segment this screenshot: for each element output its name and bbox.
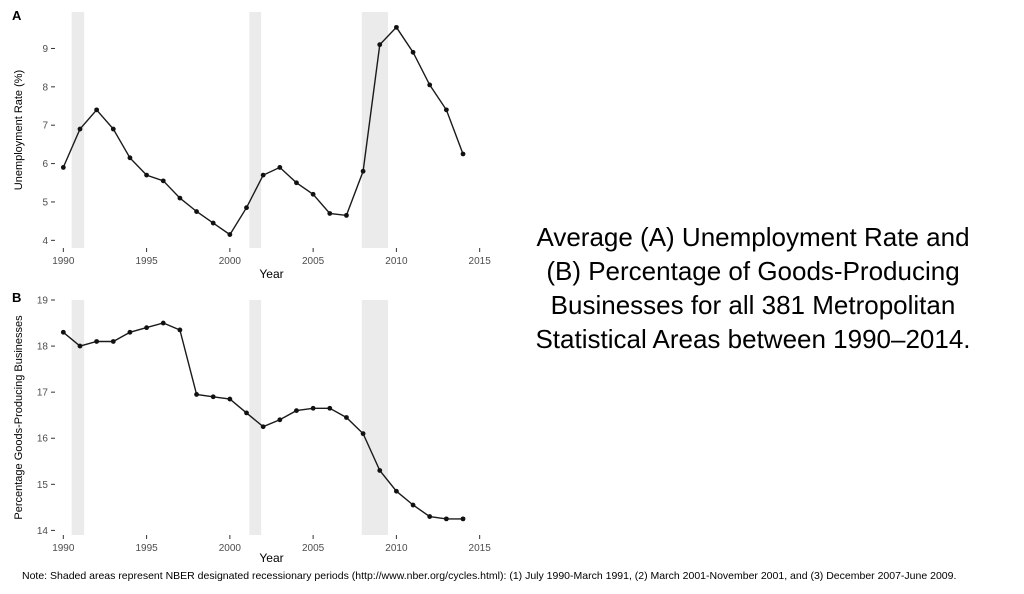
footnote: Note: Shaded areas represent NBER design…: [22, 570, 957, 582]
data-point: [427, 82, 433, 88]
data-point: [144, 172, 149, 178]
x-tick-label: 2000: [219, 543, 242, 554]
data-point: [294, 408, 299, 413]
x-axis-title: Year: [259, 267, 283, 281]
y-tick-label: 17: [37, 388, 49, 399]
data-point: [310, 191, 316, 197]
data-point: [277, 417, 283, 423]
caption-line: Statistical Areas between 1990–2014.: [535, 324, 971, 354]
data-point: [394, 488, 399, 494]
data-point: [410, 49, 416, 55]
data-point: [344, 212, 349, 218]
data-point: [460, 151, 466, 157]
y-tick-label: 19: [37, 296, 49, 307]
x-tick-label: 2005: [302, 256, 325, 267]
x-tick-label: 2015: [469, 256, 492, 267]
data-point: [227, 396, 233, 402]
caption-line: (B) Percentage of Goods-Producing: [546, 256, 960, 286]
recession-band: [249, 300, 262, 535]
data-point: [460, 516, 466, 522]
data-point: [394, 24, 399, 30]
x-tick-label: 1990: [52, 256, 75, 267]
data-point: [77, 126, 83, 132]
x-tick-label: 1995: [135, 256, 158, 267]
data-point: [327, 211, 333, 216]
data-point: [327, 405, 333, 411]
data-point: [94, 107, 100, 113]
panel-b-goods-producing-chart: 14 15 16 17 18 19 1990 1995 2000 2005 2010 2015 Year…: [12, 290, 491, 565]
data-point: [127, 329, 133, 335]
recession-band: [71, 300, 85, 535]
data-point: [210, 220, 216, 226]
data-point: [244, 205, 249, 211]
data-point: [260, 424, 266, 430]
recession-band: [361, 12, 389, 248]
data-point: [127, 155, 133, 161]
data-point: [60, 329, 66, 335]
panel-a-unemployment-chart: 4 5 6 7 8 9 1990 1995 2000 2005 2010 2015 Year Unempl…: [12, 8, 491, 281]
y-tick-label: 5: [42, 197, 48, 208]
data-point: [294, 180, 299, 186]
data-point: [110, 339, 116, 344]
data-point: [177, 195, 183, 201]
data-point: [77, 343, 83, 349]
data-point: [194, 392, 199, 397]
x-tick-label: 1990: [52, 543, 75, 554]
caption-line: Average (A) Unemployment Rate and: [536, 222, 970, 252]
y-tick-label: 6: [42, 159, 48, 170]
panel-label: A: [12, 8, 22, 23]
recession-band: [361, 300, 389, 535]
data-point: [360, 168, 366, 174]
data-point: [194, 209, 199, 214]
data-point: [60, 165, 66, 170]
panel-label: B: [12, 290, 21, 305]
x-tick-label: 1995: [135, 543, 158, 554]
data-point: [177, 327, 183, 333]
data-point: [210, 394, 216, 400]
x-tick-label: 2000: [219, 256, 242, 267]
figure-caption: Average (A) Unemployment Rate and (B) Pe…: [508, 220, 998, 356]
data-point: [344, 415, 349, 420]
y-tick-label: 8: [42, 82, 48, 93]
data-point: [260, 172, 266, 178]
data-point: [144, 325, 149, 331]
x-tick-label: 2010: [385, 256, 408, 267]
data-point: [360, 431, 366, 437]
x-axis-title: Year: [259, 551, 283, 565]
y-tick-label: 16: [37, 434, 49, 445]
y-tick-label: 4: [42, 236, 48, 247]
data-point: [377, 468, 383, 473]
data-point: [427, 514, 433, 519]
data-point: [160, 320, 166, 326]
series-line: [62, 26, 464, 236]
data-point: [443, 516, 449, 522]
series-line: [62, 322, 463, 520]
y-axis-title: Unemployment Rate (%): [13, 70, 25, 190]
recession-band: [249, 12, 262, 248]
y-tick-label: 9: [42, 44, 48, 55]
data-point: [160, 178, 166, 184]
x-tick-label: 2015: [469, 543, 492, 554]
x-tick-label: 2005: [302, 543, 325, 554]
y-axis-title: Percentage Goods-Producing Businesses: [13, 315, 25, 520]
data-point: [244, 410, 249, 416]
y-tick-label: 15: [37, 480, 49, 491]
data-point: [443, 107, 449, 113]
data-point: [110, 126, 116, 132]
y-tick-label: 14: [37, 526, 49, 537]
caption-line: Businesses for all 381 Metropolitan: [550, 290, 956, 320]
data-point: [410, 502, 416, 508]
data-point: [94, 339, 100, 344]
data-point: [310, 405, 316, 411]
data-point: [377, 42, 383, 48]
y-tick-label: 7: [42, 121, 48, 132]
x-tick-label: 2010: [385, 543, 408, 554]
y-tick-label: 18: [37, 342, 49, 353]
data-point: [277, 165, 283, 170]
data-point: [227, 232, 233, 237]
